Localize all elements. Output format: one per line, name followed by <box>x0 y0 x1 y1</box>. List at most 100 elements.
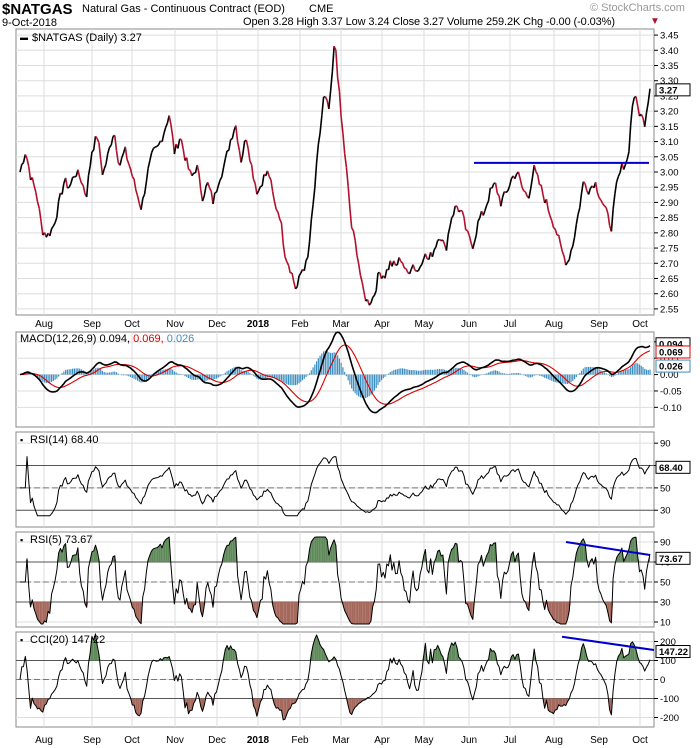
rsi5-overbought-fill <box>449 549 452 562</box>
price-x-label: Oct <box>632 319 648 330</box>
macd-histogram-bar <box>552 374 555 382</box>
rsi5-oversold-fill <box>358 602 361 624</box>
rsi5-oversold-fill <box>281 602 284 624</box>
rsi5-overbought-fill <box>455 543 457 562</box>
macd-histogram-bar <box>566 374 569 384</box>
price-segment <box>568 250 572 260</box>
cci20-oversold-fill <box>349 698 352 715</box>
rsi5-oversold-fill <box>349 602 352 624</box>
price-segment <box>519 178 523 187</box>
price-segment <box>196 164 200 174</box>
rsi5-last-value-label: 73.67 <box>659 554 683 565</box>
price-segment <box>268 176 272 181</box>
price-segment <box>224 150 228 159</box>
price-segment <box>275 208 279 213</box>
rsi5-ytick-label: 50 <box>660 578 671 589</box>
macd-histogram-bar <box>328 352 330 375</box>
rsi5-overbought-fill <box>113 555 115 562</box>
macd-histogram-bar <box>177 373 179 375</box>
price-segment <box>57 192 62 202</box>
price-segment <box>315 144 320 164</box>
cci20-oversold-fill <box>39 698 42 711</box>
rsi5-oversold-fill <box>48 602 50 614</box>
price-segment <box>615 176 620 183</box>
price-segment <box>198 173 202 191</box>
price-segment <box>26 158 30 167</box>
rsi5-overbought-fill <box>62 545 64 562</box>
macd-histogram-bar <box>387 373 390 375</box>
rsi5-oversold-fill <box>139 602 142 624</box>
price-segment <box>456 205 460 213</box>
price-segment <box>357 263 362 276</box>
rsi5-overbought-fill <box>230 540 233 562</box>
macd-histogram-bar <box>519 373 521 375</box>
macd-histogram-bar <box>619 371 621 375</box>
price-segment <box>645 102 650 113</box>
macd-ytick-label: 0.05 <box>660 354 679 365</box>
macd-histogram-bar <box>512 373 514 375</box>
rsi14-ytick-label: 90 <box>660 439 671 450</box>
price-segment <box>458 209 461 213</box>
rsi5-oversold-fill <box>562 602 565 624</box>
macd-histogram-bar <box>47 374 49 383</box>
bottom-x-label: Sep <box>83 735 101 746</box>
macd-histogram-bar <box>133 374 135 379</box>
price-segment <box>310 204 314 220</box>
macd-histogram-bar <box>477 374 479 377</box>
macd-histogram-bar <box>510 373 512 375</box>
price-segment <box>601 203 606 207</box>
macd-histogram-bar <box>494 370 497 375</box>
rsi5-oversold-fill <box>284 602 287 624</box>
price-segment <box>521 186 525 192</box>
macd-histogram-bar <box>38 374 40 379</box>
price-segment <box>523 190 526 193</box>
price-ytick-label: 3.45 <box>660 31 679 42</box>
rsi5-overbought-fill <box>332 539 335 562</box>
macd-histogram-bar <box>131 374 133 379</box>
macd-histogram-bar <box>647 369 649 375</box>
price-segment <box>529 177 534 190</box>
macd-histogram-bar <box>175 372 177 375</box>
cci20-overbought-fill <box>91 636 94 661</box>
price-segment <box>87 165 91 177</box>
price-segment <box>149 152 153 161</box>
macd-histogram-bar <box>465 371 467 375</box>
price-segment <box>547 209 551 216</box>
macd-histogram-bar <box>349 374 351 385</box>
macd-histogram-bar <box>219 374 221 377</box>
macd-histogram-bar <box>187 374 190 379</box>
price-segment <box>115 150 120 163</box>
price-segment <box>336 77 341 92</box>
price-segment <box>577 207 581 215</box>
macd-histogram-bar <box>517 372 519 375</box>
price-segment <box>119 157 123 166</box>
cci20-oversold-fill <box>188 698 191 714</box>
price-segment <box>400 260 404 264</box>
price-segment <box>598 197 602 201</box>
macd-histogram-bar <box>147 374 149 379</box>
macd-histogram-bar <box>273 374 276 379</box>
rsi5-overbought-fill <box>486 551 489 562</box>
macd-histogram-bar <box>505 373 507 375</box>
price-segment <box>282 243 286 257</box>
cci20-overbought-fill <box>316 634 319 661</box>
price-segment <box>414 269 418 272</box>
price-segment <box>631 97 635 107</box>
macd-panel-title: MACD(12,26,9) 0.094, 0.069, 0.026 <box>20 333 194 345</box>
macd-histogram-bar <box>156 371 158 375</box>
macd-histogram-bar <box>340 362 342 375</box>
price-segment <box>517 171 521 179</box>
price-segment <box>50 225 54 230</box>
rsi5-oversold-fill <box>363 602 366 624</box>
rsi5-overbought-fill <box>74 554 77 562</box>
price-segment <box>342 132 346 154</box>
macd-histogram-bar <box>165 369 167 375</box>
macd-histogram-bar <box>228 370 230 375</box>
price-segment <box>89 151 93 166</box>
cci20-overbought-fill <box>627 653 629 661</box>
macd-histogram-bar <box>193 374 195 380</box>
rsi5-panel-title: RSI(5) 73.67 <box>30 534 92 546</box>
price-segment <box>235 125 239 142</box>
price-segment <box>21 162 25 166</box>
